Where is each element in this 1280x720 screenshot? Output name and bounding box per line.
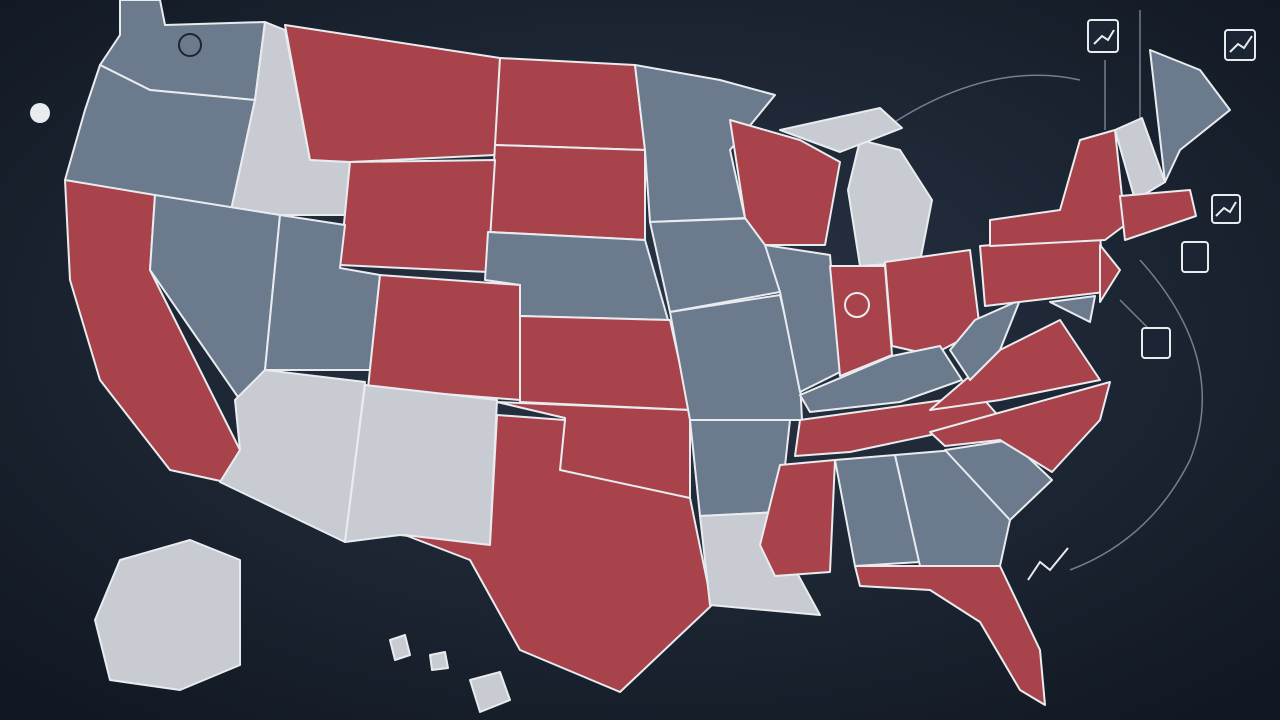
icon-line: [1093, 29, 1115, 45]
state: [489, 144, 646, 241]
state: [854, 565, 1046, 706]
state: [799, 345, 963, 413]
states: [64, 0, 1231, 713]
trend-arrow: [1027, 547, 1069, 581]
state: [669, 294, 803, 421]
state: [989, 129, 1126, 247]
state: [284, 24, 501, 163]
state: [1049, 295, 1096, 323]
connector: [1069, 259, 1204, 571]
icon: [844, 292, 870, 318]
icon: [1181, 241, 1209, 273]
state: [94, 539, 241, 691]
state: [944, 439, 1053, 521]
icon: [1141, 327, 1171, 359]
state: [339, 159, 496, 273]
icon-line: [1215, 201, 1237, 217]
state: [949, 299, 1021, 381]
icon: [30, 103, 50, 123]
state: [929, 381, 1111, 473]
icon-line: [1229, 35, 1253, 53]
icon: [178, 33, 202, 57]
state: [519, 315, 691, 411]
state: [429, 651, 449, 671]
state: [1099, 244, 1121, 303]
state: [779, 107, 903, 153]
state: [219, 369, 366, 543]
state: [1114, 117, 1166, 201]
state: [729, 119, 841, 246]
state: [1119, 189, 1197, 241]
connector: [889, 74, 1081, 126]
state: [759, 459, 836, 577]
state: [764, 244, 841, 393]
state: [634, 64, 776, 223]
state: [469, 671, 511, 713]
state: [699, 511, 821, 616]
state: [344, 384, 498, 546]
state: [494, 57, 646, 151]
connector-lines: [889, 10, 1204, 571]
state: [404, 414, 713, 693]
connector: [1119, 299, 1151, 331]
state: [389, 634, 411, 661]
chart-icons: [30, 19, 1256, 581]
state: [1149, 49, 1231, 183]
state: [367, 274, 521, 401]
